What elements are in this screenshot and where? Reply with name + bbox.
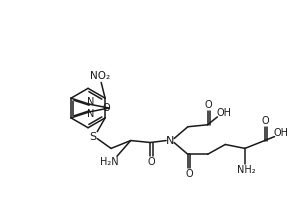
Text: N: N xyxy=(87,109,94,119)
Text: OH: OH xyxy=(217,108,232,118)
Text: O: O xyxy=(102,103,110,113)
Text: O: O xyxy=(148,157,155,167)
Text: O: O xyxy=(205,100,212,110)
Text: O: O xyxy=(185,169,193,179)
Text: S: S xyxy=(90,131,97,142)
Text: O: O xyxy=(262,116,269,126)
Text: N: N xyxy=(166,135,174,146)
Text: NH₂: NH₂ xyxy=(237,165,255,175)
Text: N: N xyxy=(87,97,94,107)
Text: H₂N: H₂N xyxy=(100,157,118,167)
Text: NO₂: NO₂ xyxy=(90,70,110,80)
Text: OH: OH xyxy=(274,128,289,138)
